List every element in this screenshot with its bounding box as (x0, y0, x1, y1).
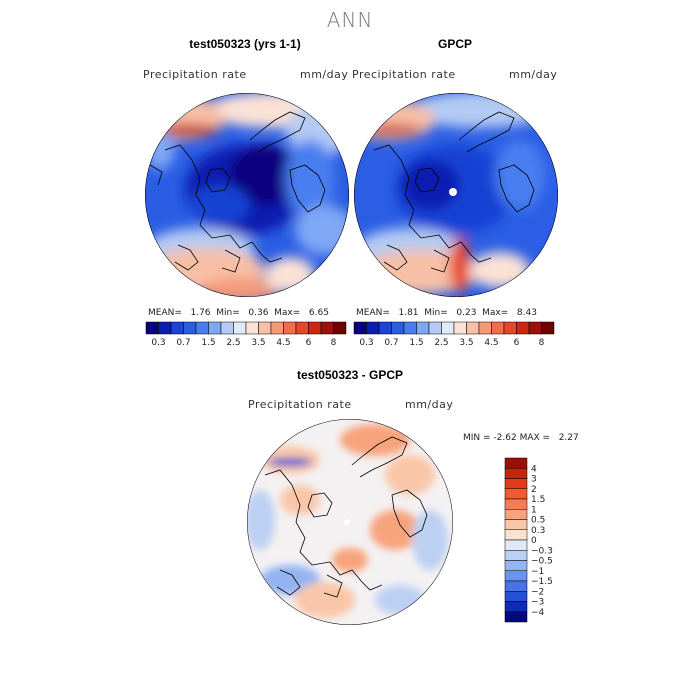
panel3-colorbar-swatch (504, 457, 528, 469)
panel1-variable-label: Precipitation rate (143, 68, 247, 81)
panel1-colorbar-tick-label: 0.7 (176, 338, 190, 348)
panel1-title: test050323 (yrs 1-1) (189, 37, 301, 51)
panel2-colorbar-swatch (541, 321, 555, 335)
panel1-colorbar-tick-label: 1.5 (201, 338, 215, 348)
figure-title: ANN (326, 8, 374, 32)
panel3-units-label: mm/day (405, 398, 454, 411)
panel1-colorbar-tick-label: 4.5 (276, 338, 290, 348)
panel3-colorbar-tick-label: 0.5 (531, 516, 545, 526)
panel3-variable-label: Precipitation rate (248, 398, 352, 411)
panel2-colorbar: 0.3 0.7 1.5 2.5 3.5 4.5 6 8 (353, 321, 555, 348)
panel3-colorbar-swatch (504, 611, 528, 623)
panel3-colorbar-swatch (504, 601, 528, 612)
panel3-colorbar-swatch (504, 539, 528, 551)
panel2-colorbar-swatch (516, 321, 530, 335)
panel3-title: test050323 - GPCP (296, 368, 404, 382)
panel2-variable-label: Precipitation rate (352, 68, 456, 81)
panel3-stats: MIN = -2.62 MAX = 2.27 (463, 433, 579, 443)
panel1-colorbar-swatch (158, 321, 172, 335)
panel2-colorbar-tick-label: 1.5 (409, 338, 423, 348)
panel1-colorbar-tick-label: 3.5 (251, 338, 265, 348)
panel1-colorbar-swatch (195, 321, 209, 335)
panel3-colorbar-tick-label: −1.5 (531, 577, 553, 587)
panel3-colorbar-swatch (504, 498, 528, 510)
panel3-colorbar-tick-label: −2 (531, 587, 544, 597)
panel3-colorbar-tick-label: −4 (531, 608, 545, 618)
panel1-colorbar-swatch (333, 321, 347, 335)
panel3-colorbar-tick-label: 4 (531, 464, 537, 474)
panel1-colorbar: 0.3 0.7 1.5 2.5 3.5 4.5 6 8 (145, 321, 347, 348)
panel2-colorbar-tick-label: 0.3 (359, 338, 373, 348)
panel2-colorbar-swatch (478, 321, 492, 335)
panel1-colorbar-swatch (233, 321, 247, 335)
panel3-colorbar-swatch (504, 550, 528, 561)
panel3-colorbar-swatch (504, 580, 528, 592)
panel2-colorbar-swatch (428, 321, 442, 335)
panel3-colorbar-tick-label: 1.5 (531, 495, 545, 505)
panel2-colorbar-tick-label: 2.5 (434, 338, 448, 348)
panel3-colorbar-tick-label: 0 (531, 536, 537, 546)
panel3-colorbar-tick-label: −3 (531, 598, 544, 608)
panel3-colorbar-swatch (504, 509, 528, 520)
panel3-colorbar-swatch (504, 570, 528, 582)
panel2-colorbar-tick-label: 6 (514, 338, 520, 348)
panel2-colorbar-tick-label: 0.7 (384, 338, 398, 348)
panel3-map (247, 419, 453, 625)
panel3-colorbar-swatch (504, 468, 528, 479)
panel2-colorbar-swatch (416, 321, 430, 335)
panel2-colorbar-swatch (491, 321, 505, 335)
panel1-colorbar-swatch (320, 321, 334, 335)
panel2-colorbar-tick-label: 4.5 (484, 338, 498, 348)
panel1-colorbar-swatch (183, 321, 197, 335)
panel2-colorbar-swatch (403, 321, 417, 335)
panel2-colorbar-swatch (466, 321, 480, 335)
panel2-colorbar-swatch (503, 321, 517, 335)
panel2-colorbar-swatch (378, 321, 392, 335)
panel2-map (354, 93, 558, 297)
panel1-colorbar-tick-label: 8 (331, 338, 337, 348)
panel1-colorbar-swatch (145, 321, 159, 335)
panel3-colorbar-swatch (504, 591, 528, 602)
panel2-stats: MEAN= 1.81 Min= 0.23 Max= 8.43 (356, 308, 537, 318)
panel1-colorbar-tick-label: 0.3 (151, 338, 165, 348)
panel1-units-label: mm/day (300, 68, 349, 81)
panel3-colorbar-swatch (504, 529, 528, 541)
panel1-colorbar-swatch (170, 321, 184, 335)
panel1-colorbar-swatch (208, 321, 222, 335)
panel1-colorbar-swatch (283, 321, 297, 335)
panel2-colorbar-swatch (528, 321, 542, 335)
panel3-colorbar-swatch (504, 478, 528, 489)
panel2-colorbar-swatch (441, 321, 455, 335)
panel3-colorbar-tick-label: −1 (531, 567, 544, 577)
panel1-stats: MEAN= 1.76 Min= 0.36 Max= 6.65 (148, 308, 329, 318)
panel3-colorbar-tick-label: −0.5 (531, 557, 553, 567)
panel3-colorbar-swatch (504, 488, 528, 500)
panel3-colorbar-tick-label: 1 (531, 505, 537, 515)
panel3-colorbar-tick-label: 2 (531, 485, 537, 495)
panel3-colorbar-tick-label: 3 (531, 475, 537, 485)
panel1-colorbar-swatch (258, 321, 272, 335)
panel1-colorbar-swatch (245, 321, 259, 335)
panel2-colorbar-swatch (353, 321, 367, 335)
panel2-title: GPCP (437, 37, 472, 51)
panel1-colorbar-tick-label: 6 (306, 338, 312, 348)
panel3-colorbar-tick-label: 0.3 (531, 526, 545, 536)
panel1-colorbar-swatch (308, 321, 322, 335)
panel2-colorbar-swatch (453, 321, 467, 335)
panel1-colorbar-swatch (270, 321, 284, 335)
panel1-colorbar-swatch (295, 321, 309, 335)
panel3-colorbar-swatch (504, 560, 528, 571)
panel1-colorbar-tick-label: 2.5 (226, 338, 240, 348)
panel2-colorbar-tick-label: 3.5 (459, 338, 473, 348)
panel2-colorbar-swatch (366, 321, 380, 335)
panel3-colorbar-tick-label: −0.3 (531, 546, 553, 556)
panel2-colorbar-tick-label: 8 (539, 338, 545, 348)
panel2-units-label: mm/day (509, 68, 558, 81)
panel1-colorbar-swatch (220, 321, 234, 335)
panel3-colorbar-swatch (504, 519, 528, 530)
panel1-map (145, 93, 349, 297)
panel2-colorbar-swatch (391, 321, 405, 335)
